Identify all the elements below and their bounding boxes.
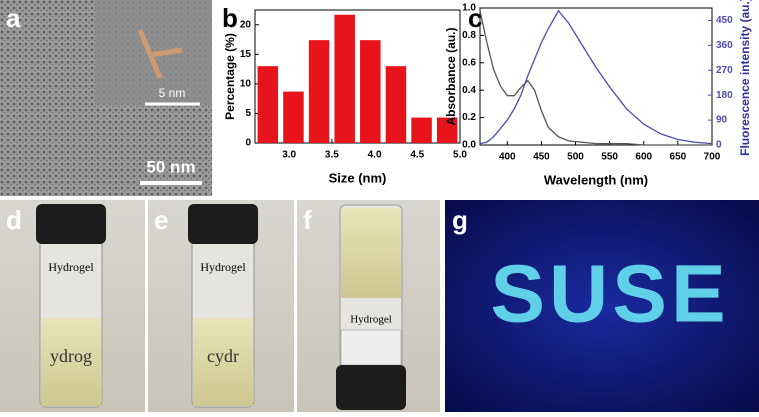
lattice <box>149 47 183 58</box>
y-tick-label: 1.0 <box>462 3 476 14</box>
panel-label: g <box>452 205 468 235</box>
y-tick-label: 0.6 <box>462 57 476 68</box>
panel-label: a <box>6 3 21 33</box>
x-tick-label: 550 <box>601 152 618 163</box>
x-tick-label: 3.5 <box>325 150 339 161</box>
x-tick-label: 600 <box>635 152 652 163</box>
cap <box>336 365 406 410</box>
scale-text: 50 nm <box>146 157 195 176</box>
y2-tick-label: 180 <box>716 90 733 101</box>
vial-text: Hydrogel <box>200 260 246 274</box>
liquid <box>193 318 253 406</box>
plot-frame <box>254 9 461 144</box>
bar <box>257 66 279 143</box>
bubbles <box>340 329 402 366</box>
y-tick-label: 0.0 <box>462 140 476 151</box>
vial-text: Hydrogel <box>350 314 392 326</box>
scale-text: 5 nm <box>159 86 186 100</box>
y-tick-label: 0 <box>245 138 251 149</box>
x-tick-label: 3.0 <box>282 150 296 161</box>
line <box>479 10 712 146</box>
y-tick-label: 0.2 <box>462 112 476 123</box>
panel-label: c <box>468 3 482 33</box>
bar <box>308 40 330 143</box>
x-axis-label: Wavelength (nm) <box>544 172 648 187</box>
y2-tick-label: 90 <box>716 115 728 126</box>
y-axis-label: Percentage (%) <box>223 33 237 120</box>
gel <box>341 208 401 298</box>
x-tick-label: 650 <box>670 152 687 163</box>
vial-text: cydr <box>207 346 239 366</box>
y-tick-label: 15 <box>240 49 252 60</box>
cap <box>36 204 106 244</box>
bar <box>385 66 407 143</box>
y2-tick-label: 0 <box>716 140 722 151</box>
photo-d: Hydrogel ydrog d <box>0 200 145 412</box>
x-tick-label: 700 <box>704 152 721 163</box>
y-tick-label: 5 <box>245 108 251 119</box>
y2-tick-label: 360 <box>716 40 733 51</box>
cap <box>188 204 258 244</box>
x-tick-label: 4.5 <box>410 150 424 161</box>
glow-text: SUSE <box>490 249 729 340</box>
vial-text: Hydrogel <box>48 260 94 274</box>
bar <box>436 117 458 143</box>
vial-text: ydrog <box>50 346 92 366</box>
x-tick-label: 5.0 <box>453 150 467 161</box>
y-tick-label: 0.8 <box>462 30 476 41</box>
bar <box>283 91 304 143</box>
photo-g: SUSE g <box>445 200 759 412</box>
bar <box>360 40 381 143</box>
x-tick-label: 450 <box>533 152 550 163</box>
panel-label: f <box>303 205 312 235</box>
x-tick-label: 4.0 <box>368 150 382 161</box>
panel-label: e <box>154 205 168 235</box>
y2-tick-label: 270 <box>716 65 733 76</box>
plot-frame <box>479 7 713 146</box>
panel-label: d <box>6 205 22 235</box>
x-axis-label: Size (nm) <box>329 170 387 185</box>
photo-e: Hydrogel cydr e <box>148 200 294 412</box>
y-tick-label: 20 <box>240 19 252 30</box>
panel-label: b <box>222 3 238 33</box>
y2-axis-label: Fluorescence intensity (au.) <box>738 0 752 156</box>
x-tick-label: 500 <box>567 152 584 163</box>
x-tick-label: 400 <box>499 152 516 163</box>
bar <box>411 117 432 143</box>
bar <box>334 14 355 144</box>
y-tick-label: 0.4 <box>462 85 476 96</box>
y-tick-label: 10 <box>240 79 252 90</box>
line <box>479 9 713 145</box>
photo-f: Hydrogel f <box>297 200 440 412</box>
y2-tick-label: 450 <box>716 15 733 26</box>
liquid <box>41 318 101 406</box>
photo-bg <box>445 200 759 412</box>
y-axis-label: Absorbance (au.) <box>444 27 458 125</box>
